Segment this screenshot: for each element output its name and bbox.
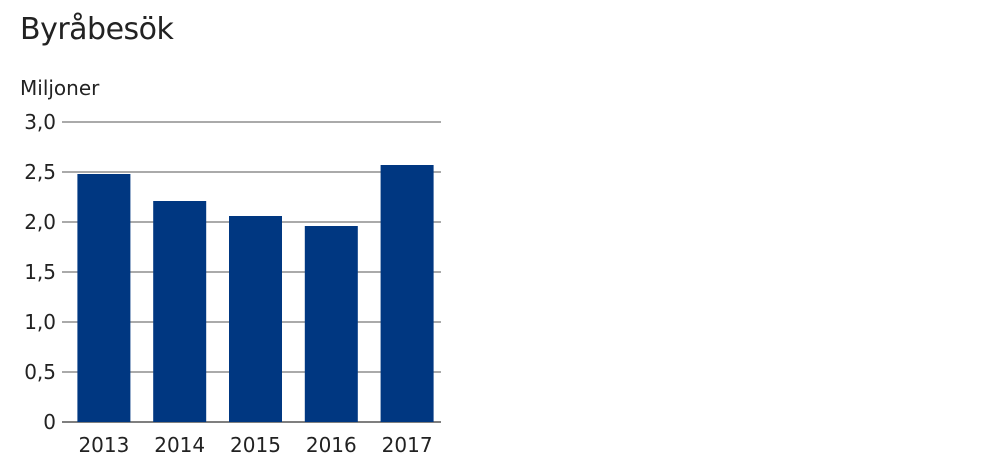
bar-2014 <box>153 201 207 422</box>
y-tick-labels: 0 0,5 1,0 1,5 2,0 2,5 3,0 <box>24 110 56 434</box>
bar-2015 <box>229 216 282 422</box>
chart-title: Byråbesök <box>20 12 174 47</box>
y-tick-label: 1,0 <box>24 310 56 334</box>
bar-2013 <box>77 174 131 422</box>
bar-2016 <box>304 226 358 422</box>
y-tick-label: 2,0 <box>24 210 56 234</box>
y-tick-label: 2,5 <box>24 160 56 184</box>
y-tick-label: 0,5 <box>24 360 56 384</box>
y-tick-label: 1,5 <box>24 260 56 284</box>
x-tick-labels: 2013 2014 2015 2016 2017 <box>78 433 432 457</box>
x-tick-label: 2013 <box>78 433 129 457</box>
y-axis-label: Miljoner <box>20 76 100 100</box>
y-tick-label: 3,0 <box>24 110 56 134</box>
y-tick-label: 0 <box>43 410 56 434</box>
x-tick-label: 2017 <box>382 433 433 457</box>
bars <box>77 165 434 422</box>
bar-2017 <box>380 165 434 422</box>
x-tick-label: 2014 <box>154 433 205 457</box>
x-tick-label: 2015 <box>230 433 281 457</box>
x-tick-label: 2016 <box>306 433 357 457</box>
